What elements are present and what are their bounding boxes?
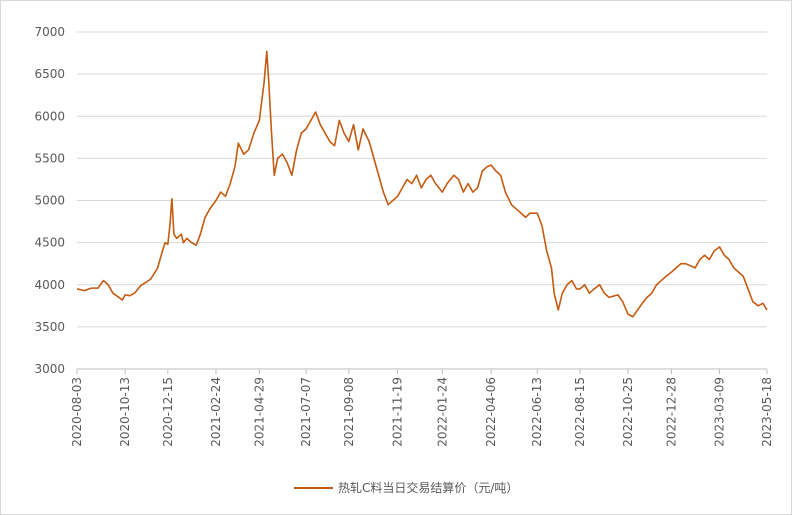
x-tick-label: 2023-03-09 — [713, 377, 727, 447]
x-tick-label: 2022-12-28 — [664, 377, 678, 447]
y-axis-ticks: 3000 3500 4000 4500 5000 5500 6000 6500 7000 — [34, 25, 65, 376]
y-tick-label: 4500 — [34, 236, 65, 250]
x-tick-label: 2020-12-15 — [161, 377, 175, 447]
x-tick-label: 2022-01-24 — [435, 377, 449, 447]
legend: 热轧C料当日交易结算价（元/吨） — [294, 480, 518, 495]
y-tick-label: 5000 — [34, 194, 65, 208]
x-tick-label: 2022-10-25 — [621, 377, 635, 447]
y-tick-label: 3000 — [34, 362, 65, 376]
x-tick-label: 2023-05-18 — [760, 377, 774, 447]
legend-label: 热轧C料当日交易结算价（元/吨） — [338, 480, 518, 495]
y-tick-label: 3500 — [34, 320, 65, 334]
y-tick-label: 7000 — [34, 25, 65, 39]
x-axis-ticks: 2020-08-03 2020-10-13 2020-12-15 2021-02-24… — [70, 369, 774, 447]
x-tick-label: 2021-09-08 — [342, 377, 356, 447]
series-layer — [76, 50, 768, 318]
y-tick-label: 4000 — [34, 278, 65, 292]
y-tick-label: 5500 — [34, 151, 65, 165]
x-tick-label: 2020-08-03 — [70, 377, 84, 447]
y-tick-label: 6000 — [34, 109, 65, 123]
x-tick-label: 2021-11-19 — [391, 377, 405, 447]
x-tick-label: 2022-04-06 — [484, 377, 498, 447]
x-tick-label: 2021-04-29 — [252, 377, 266, 447]
x-tick-label: 2022-08-15 — [573, 377, 587, 447]
x-tick-label: 2021-02-24 — [209, 377, 223, 447]
grid-lines — [77, 31, 767, 328]
x-tick-label: 2022-06-13 — [530, 377, 544, 447]
y-tick-label: 6500 — [34, 67, 65, 81]
series-line — [76, 50, 768, 318]
x-tick-label: 2021-07-07 — [299, 377, 313, 447]
x-tick-label: 2020-10-13 — [118, 377, 132, 447]
